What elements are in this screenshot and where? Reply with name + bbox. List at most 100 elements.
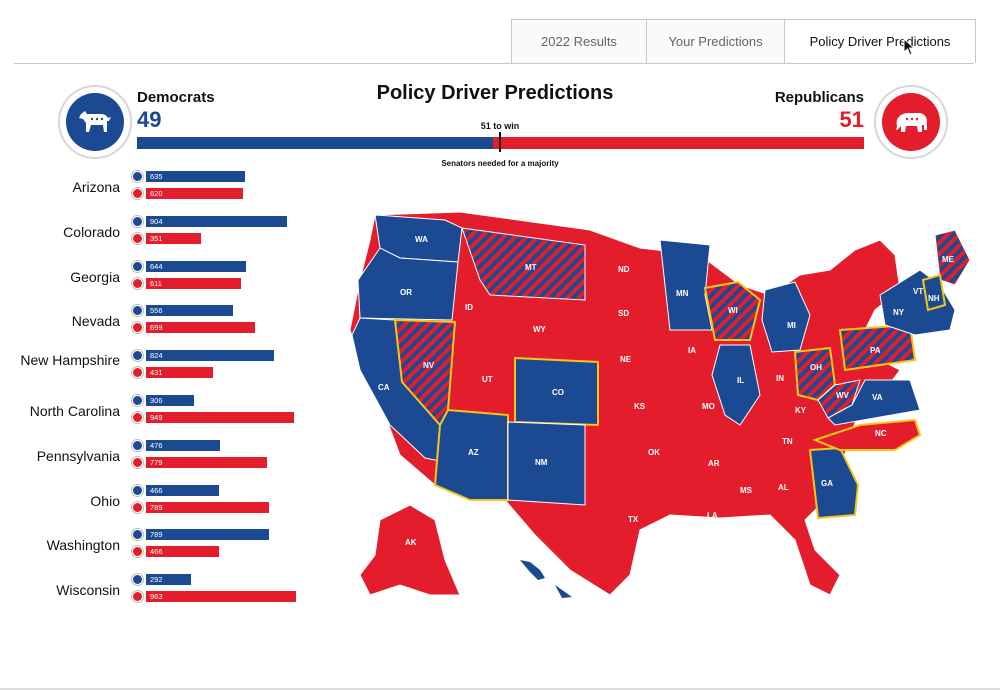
- svg-text:CA: CA: [378, 383, 390, 392]
- elephant-icon: [896, 113, 927, 132]
- republican-vote-bar: 963: [131, 590, 296, 604]
- vote-count: 963: [150, 592, 163, 602]
- tab-your-predictions[interactable]: Your Predictions: [647, 19, 785, 63]
- svg-text:NY: NY: [893, 308, 905, 317]
- win-threshold-marker: [499, 132, 501, 152]
- democrat-vote-bar: 292: [131, 573, 192, 587]
- tab-2022-results[interactable]: 2022 Results: [511, 19, 647, 63]
- state-virginia[interactable]: [827, 379, 921, 426]
- svg-text:AZ: AZ: [468, 448, 479, 457]
- state-illinois[interactable]: [711, 344, 761, 426]
- elephant-icon: [131, 410, 144, 424]
- vote-bar-fill: 904: [146, 215, 287, 227]
- vote-bar-fill: 556: [146, 305, 233, 317]
- vote-count: 789: [150, 502, 163, 512]
- donkey-icon: [131, 393, 144, 407]
- vote-count: 904: [150, 216, 163, 226]
- svg-text:GA: GA: [821, 479, 833, 488]
- svg-text:CO: CO: [552, 388, 564, 397]
- svg-text:NM: NM: [535, 458, 548, 467]
- democrat-vote-bar: 306: [131, 393, 194, 407]
- state-alaska[interactable]: [359, 504, 461, 596]
- tab-policy-driver-predictions[interactable]: Policy Driver Predictions: [785, 19, 976, 63]
- state-pennsylvania[interactable]: [838, 323, 917, 372]
- vote-count: 476: [150, 440, 163, 450]
- elephant-icon: [131, 321, 144, 335]
- vote-bar-fill: 699: [146, 322, 255, 334]
- republican-vote-bar: 699: [131, 321, 255, 335]
- state-row: Colorado 904 351: [0, 213, 300, 258]
- donkey-icon: [131, 573, 144, 587]
- republican-vote-bar: 949: [131, 410, 294, 424]
- svg-text:IN: IN: [776, 374, 784, 383]
- state-name: Arizona: [72, 179, 120, 195]
- svg-text:UT: UT: [482, 375, 493, 384]
- state-colorado[interactable]: [514, 356, 599, 427]
- vote-count: 351: [150, 233, 163, 243]
- democrats-seat-count: 49: [137, 107, 162, 132]
- senate-seat-bar: [137, 137, 864, 149]
- svg-text:SC: SC: [853, 459, 864, 468]
- svg-text:TX: TX: [628, 515, 639, 524]
- democrat-vote-bar: 466: [131, 483, 219, 497]
- vote-count: 620: [150, 189, 163, 198]
- state-minnesota[interactable]: [659, 239, 713, 331]
- republican-vote-bar: 620: [131, 187, 243, 200]
- vote-bar-fill: 949: [146, 411, 294, 423]
- state-hawaii[interactable]: [520, 560, 545, 580]
- elephant-icon: [131, 545, 144, 559]
- svg-text:OH: OH: [810, 363, 822, 372]
- democrat-vote-bar: 635: [131, 170, 245, 183]
- bottom-divider: [0, 688, 1000, 690]
- donkey-icon: [131, 170, 144, 183]
- vote-bar-fill: 306: [146, 394, 194, 406]
- svg-text:VA: VA: [872, 393, 883, 402]
- donkey-icon: [131, 259, 144, 273]
- vote-count: 635: [150, 172, 163, 181]
- vote-count: 292: [150, 575, 163, 585]
- democrats-logo: [58, 85, 132, 159]
- elephant-icon: [131, 500, 144, 514]
- state-maine[interactable]: [934, 229, 971, 286]
- donkey-icon: [131, 214, 144, 228]
- democrat-vote-bar: 644: [131, 259, 247, 273]
- vote-bar-fill: 351: [146, 232, 201, 244]
- state-wisconsin[interactable]: [703, 280, 762, 341]
- svg-text:IL: IL: [737, 376, 744, 385]
- svg-text:KS: KS: [634, 402, 646, 411]
- vote-count: 306: [150, 395, 163, 405]
- vote-bar-fill: 466: [146, 546, 219, 558]
- state-georgia[interactable]: [808, 446, 860, 520]
- state-name: Washington: [46, 537, 120, 554]
- state-row: New Hampshire 824 431: [0, 347, 300, 392]
- republican-vote-bar: 431: [131, 366, 214, 380]
- state-name: North Carolina: [29, 402, 120, 419]
- state-row: Arizona 635 620: [0, 168, 300, 213]
- vote-bar-fill: 292: [146, 574, 192, 586]
- state-montana[interactable]: [461, 227, 586, 301]
- state-west-virginia[interactable]: [817, 379, 861, 419]
- vote-count: 466: [150, 547, 163, 557]
- republicans-label: Republicans: [774, 89, 864, 106]
- vote-bar-fill: 635: [146, 171, 245, 182]
- state-new-mexico[interactable]: [507, 421, 586, 506]
- donkey-icon: [131, 438, 144, 452]
- state-oregon[interactable]: [357, 247, 459, 321]
- vote-count: 431: [150, 368, 163, 378]
- vote-bar-fill: 779: [146, 456, 268, 468]
- cursor-icon: [903, 38, 916, 56]
- svg-text:KY: KY: [795, 406, 807, 415]
- state-north-carolina[interactable]: [812, 418, 922, 451]
- republican-vote-bar: 789: [131, 500, 269, 514]
- svg-text:NE: NE: [620, 355, 632, 364]
- svg-text:TN: TN: [782, 437, 793, 446]
- svg-text:ND: ND: [618, 265, 630, 274]
- state-new-hampshire[interactable]: [921, 273, 947, 312]
- state-arizona[interactable]: [433, 408, 509, 501]
- donkey-icon: [131, 349, 144, 363]
- democrat-vote-bar: 556: [131, 304, 233, 318]
- donkey-icon: [131, 304, 144, 318]
- vote-bar-fill: 620: [146, 188, 243, 199]
- state-michigan[interactable]: [761, 281, 811, 353]
- democrat-vote-bar: 789: [131, 528, 269, 542]
